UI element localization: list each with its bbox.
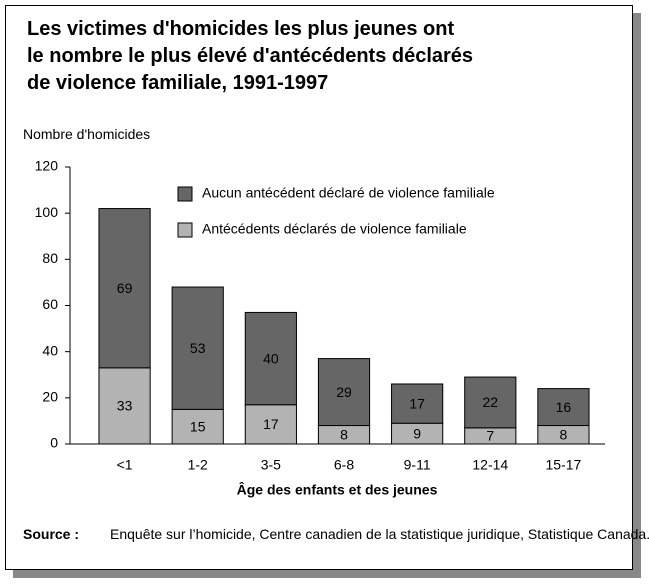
x-tick-label: 15-17 bbox=[546, 457, 582, 473]
bar-segment bbox=[391, 383, 444, 424]
title-line: le nombre le plus élevé d'antécédents dé… bbox=[27, 45, 474, 67]
legend-swatch bbox=[177, 222, 193, 238]
data-label: 69 bbox=[117, 280, 133, 296]
data-label: 15 bbox=[190, 418, 206, 434]
data-label: 16 bbox=[556, 399, 572, 415]
bar-segment bbox=[464, 376, 517, 429]
legend-label: Aucun antécédent déclaré de violence fam… bbox=[202, 185, 495, 201]
y-tick-label: 40 bbox=[42, 342, 58, 358]
x-tick-label: 9-11 bbox=[404, 457, 431, 473]
data-label: 22 bbox=[482, 394, 498, 410]
source-label: Source : bbox=[23, 526, 80, 542]
bar-segment bbox=[98, 208, 151, 369]
x-tick-label: 12-14 bbox=[472, 457, 508, 473]
y-tick-label: 100 bbox=[35, 204, 59, 220]
data-label: 40 bbox=[263, 350, 279, 366]
y-tick-label: 60 bbox=[42, 296, 58, 312]
chart-title: Les victimes d'homicides les plus jeunes… bbox=[27, 16, 473, 97]
data-label: 17 bbox=[409, 395, 425, 411]
bar-segment bbox=[244, 311, 297, 406]
data-label: 53 bbox=[190, 340, 206, 356]
source: Source : Enquête sur l’homicide, Centre c… bbox=[23, 523, 649, 545]
y-tick-label: 0 bbox=[50, 435, 58, 451]
data-label: 33 bbox=[117, 398, 133, 414]
source-text: Enquête sur l’homicide, Centre canadien … bbox=[110, 526, 649, 542]
y-tick-label: 120 bbox=[35, 158, 59, 174]
data-label: 7 bbox=[486, 428, 494, 444]
x-axis-label: Âge des enfants et des jeunes bbox=[237, 481, 438, 498]
x-tick-label: <1 bbox=[117, 457, 133, 473]
data-label: 8 bbox=[560, 426, 568, 442]
x-tick-label: 6-8 bbox=[334, 457, 354, 473]
bar-segment bbox=[537, 388, 590, 427]
legend-swatch bbox=[177, 186, 193, 202]
bar-segment bbox=[98, 367, 151, 445]
data-label: 29 bbox=[336, 384, 352, 400]
bar-segment bbox=[171, 408, 224, 445]
bar-segment bbox=[317, 358, 371, 427]
legend-label: Antécédents déclarés de violence familia… bbox=[202, 221, 467, 237]
bar-segment bbox=[171, 286, 224, 410]
y-tick-label: 20 bbox=[42, 389, 58, 405]
data-label: 17 bbox=[263, 416, 279, 432]
title-line: Les victimes d'homicides les plus jeunes… bbox=[27, 18, 455, 40]
x-tick-label: 1-2 bbox=[188, 457, 208, 473]
data-label: 9 bbox=[413, 425, 421, 441]
y-tick-label: 80 bbox=[42, 250, 58, 266]
data-label: 8 bbox=[340, 426, 348, 442]
title-line: de violence familiale, 1991-1997 bbox=[27, 72, 329, 94]
x-tick-label: 3-5 bbox=[261, 457, 281, 473]
y-axis-label: Nombre d'homicides bbox=[23, 126, 151, 142]
